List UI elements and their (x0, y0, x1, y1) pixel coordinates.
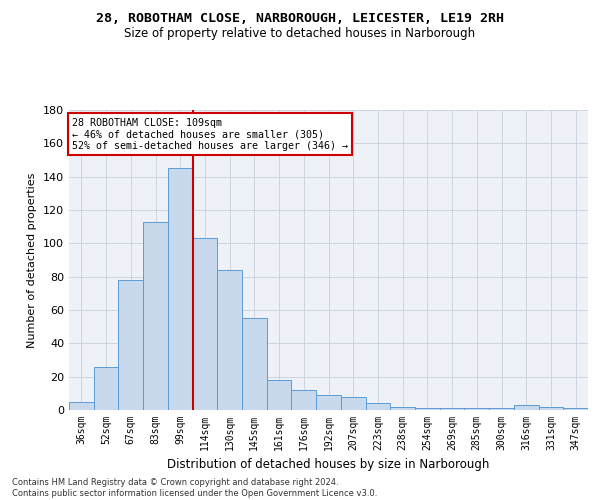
Bar (267, 380, 292, 410)
X-axis label: Distribution of detached houses by size in Narborough: Distribution of detached houses by size … (167, 458, 490, 471)
Bar (242, 318, 267, 410)
Bar (440, 408, 464, 410)
Y-axis label: Number of detached properties: Number of detached properties (28, 172, 37, 348)
Text: Size of property relative to detached houses in Narborough: Size of property relative to detached ho… (124, 28, 476, 40)
Bar (69, 402, 94, 410)
Bar (118, 280, 143, 410)
Bar (143, 222, 168, 410)
Bar (94, 366, 118, 410)
Text: Contains HM Land Registry data © Crown copyright and database right 2024.
Contai: Contains HM Land Registry data © Crown c… (12, 478, 377, 498)
Text: 28, ROBOTHAM CLOSE, NARBOROUGH, LEICESTER, LE19 2RH: 28, ROBOTHAM CLOSE, NARBOROUGH, LEICESTE… (96, 12, 504, 26)
Bar (168, 168, 193, 410)
Text: 28 ROBOTHAM CLOSE: 109sqm
← 46% of detached houses are smaller (305)
52% of semi: 28 ROBOTHAM CLOSE: 109sqm ← 46% of detac… (71, 118, 347, 150)
Bar (193, 238, 217, 410)
Bar (341, 396, 365, 410)
Bar (316, 395, 341, 410)
Bar (563, 408, 588, 410)
Bar (292, 390, 316, 410)
Bar (464, 408, 489, 410)
Bar (415, 408, 440, 410)
Bar (217, 270, 242, 410)
Bar (514, 405, 539, 410)
Bar (489, 408, 514, 410)
Bar (539, 406, 563, 410)
Bar (390, 406, 415, 410)
Bar (365, 404, 390, 410)
